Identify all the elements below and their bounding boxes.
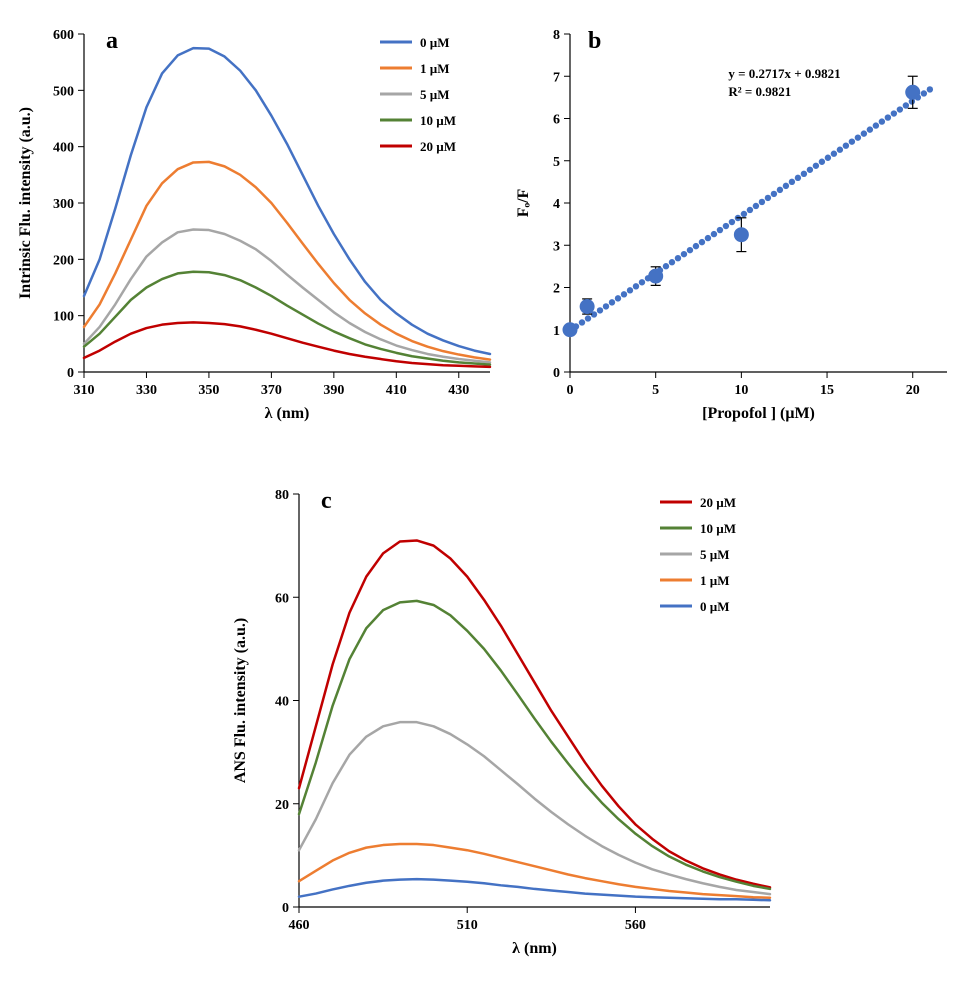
svg-text:10 µM: 10 µM bbox=[700, 521, 736, 536]
figure-container: 3103303503703904104300100200300400500600… bbox=[0, 0, 974, 996]
svg-text:7: 7 bbox=[553, 70, 560, 85]
svg-text:4: 4 bbox=[553, 197, 560, 212]
svg-text:410: 410 bbox=[386, 383, 407, 398]
figure-svg: 3103303503703904104300100200300400500600… bbox=[0, 0, 974, 996]
svg-text:20: 20 bbox=[275, 798, 289, 813]
svg-text:10: 10 bbox=[734, 383, 748, 398]
svg-text:0 µM: 0 µM bbox=[420, 35, 450, 50]
svg-text:ANS Flu. intensity (a.u.): ANS Flu. intensity (a.u.) bbox=[232, 618, 249, 783]
svg-text:5 µM: 5 µM bbox=[420, 87, 450, 102]
svg-text:510: 510 bbox=[457, 918, 478, 933]
svg-text:c: c bbox=[321, 488, 332, 514]
svg-text:10 µM: 10 µM bbox=[420, 113, 456, 128]
svg-text:5: 5 bbox=[553, 155, 560, 170]
svg-text:1 µM: 1 µM bbox=[420, 61, 450, 76]
svg-text:0: 0 bbox=[553, 366, 560, 381]
svg-text:2: 2 bbox=[553, 282, 560, 297]
svg-text:3: 3 bbox=[553, 239, 560, 254]
svg-text:200: 200 bbox=[53, 253, 74, 268]
svg-text:310: 310 bbox=[74, 383, 95, 398]
svg-text:0: 0 bbox=[282, 901, 289, 916]
svg-text:600: 600 bbox=[53, 28, 74, 43]
svg-text:430: 430 bbox=[448, 383, 469, 398]
svg-text:1 µM: 1 µM bbox=[700, 573, 730, 588]
svg-text:40: 40 bbox=[275, 695, 289, 710]
svg-text:6: 6 bbox=[553, 113, 560, 128]
svg-text:390: 390 bbox=[323, 383, 344, 398]
svg-text:20: 20 bbox=[906, 383, 920, 398]
svg-text:370: 370 bbox=[261, 383, 282, 398]
svg-text:300: 300 bbox=[53, 197, 74, 212]
svg-text:a: a bbox=[106, 28, 118, 54]
svg-text:400: 400 bbox=[53, 141, 74, 156]
svg-text:0: 0 bbox=[567, 383, 574, 398]
svg-text:15: 15 bbox=[820, 383, 834, 398]
svg-text:5: 5 bbox=[652, 383, 659, 398]
svg-text:560: 560 bbox=[625, 918, 646, 933]
svg-text:0: 0 bbox=[67, 366, 74, 381]
svg-text:y = 0.2717x + 0.9821: y = 0.2717x + 0.9821 bbox=[728, 66, 840, 81]
svg-text:20 µM: 20 µM bbox=[420, 139, 456, 154]
svg-text:Intrinsic Flu. intensity (a.u.: Intrinsic Flu. intensity (a.u.) bbox=[17, 107, 34, 299]
svg-text:5 µM: 5 µM bbox=[700, 547, 730, 562]
svg-text:60: 60 bbox=[275, 591, 289, 606]
svg-text:Fₒ/F: Fₒ/F bbox=[515, 188, 532, 217]
svg-text:500: 500 bbox=[53, 84, 74, 99]
svg-text:20 µM: 20 µM bbox=[700, 495, 736, 510]
svg-text:330: 330 bbox=[136, 383, 157, 398]
svg-text:λ (nm): λ (nm) bbox=[512, 940, 557, 957]
svg-text:λ (nm): λ (nm) bbox=[265, 405, 310, 422]
svg-text:100: 100 bbox=[53, 310, 74, 325]
svg-text:0 µM: 0 µM bbox=[700, 599, 730, 614]
svg-text:b: b bbox=[588, 28, 601, 54]
svg-text:R² = 0.9821: R² = 0.9821 bbox=[728, 84, 791, 99]
svg-text:1: 1 bbox=[553, 324, 560, 339]
svg-text:460: 460 bbox=[289, 918, 310, 933]
svg-text:350: 350 bbox=[198, 383, 219, 398]
svg-text:[Propofol ] (μM): [Propofol ] (μM) bbox=[702, 405, 815, 422]
svg-text:8: 8 bbox=[553, 28, 560, 43]
svg-text:80: 80 bbox=[275, 488, 289, 503]
